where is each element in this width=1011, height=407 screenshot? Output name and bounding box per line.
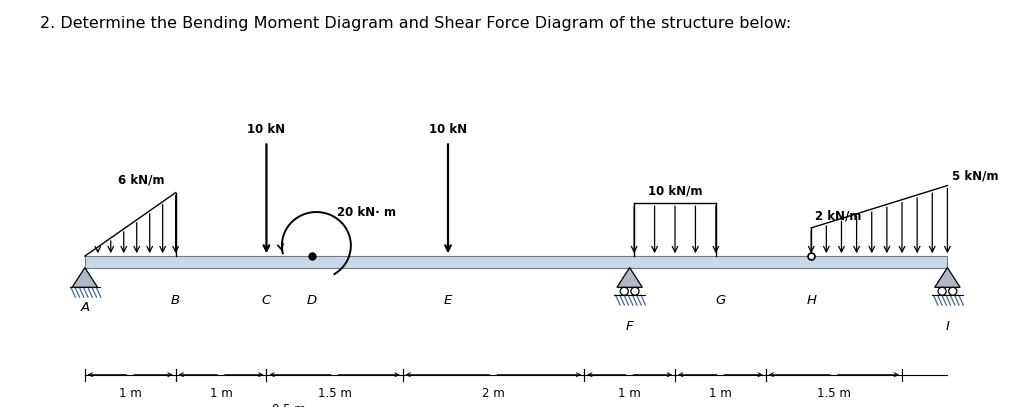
Text: 20 kN· m: 20 kN· m [337, 206, 396, 219]
Text: 10 kN/m: 10 kN/m [647, 185, 702, 198]
Circle shape [937, 287, 945, 295]
Text: F: F [625, 320, 633, 333]
Text: 1.5 m: 1.5 m [317, 387, 351, 400]
Text: 10 kN: 10 kN [429, 123, 467, 136]
Text: I: I [944, 320, 948, 333]
Text: 1 m: 1 m [709, 387, 731, 400]
Text: 5 kN/m: 5 kN/m [951, 169, 998, 182]
Text: E: E [444, 294, 452, 307]
Polygon shape [934, 267, 959, 287]
Text: 1 m: 1 m [118, 387, 142, 400]
Text: G: G [715, 294, 725, 307]
Text: 1.5 m: 1.5 m [816, 387, 850, 400]
Text: D: D [306, 294, 316, 307]
Polygon shape [72, 267, 97, 287]
Text: B: B [171, 294, 180, 307]
Text: 2 kN/m: 2 kN/m [814, 210, 860, 223]
Text: C: C [262, 294, 271, 307]
Circle shape [947, 287, 955, 295]
Text: 2. Determine the Bending Moment Diagram and Shear Force Diagram of the structure: 2. Determine the Bending Moment Diagram … [40, 16, 791, 31]
Text: A: A [80, 301, 89, 314]
Text: 1 m: 1 m [209, 387, 233, 400]
Text: 1 m: 1 m [618, 387, 640, 400]
Bar [85, 256, 946, 267]
Text: 10 kN: 10 kN [247, 123, 285, 136]
Text: 6 kN/m: 6 kN/m [117, 173, 164, 186]
Circle shape [630, 287, 638, 295]
Circle shape [620, 287, 628, 295]
Text: H: H [806, 294, 816, 307]
Polygon shape [617, 267, 642, 287]
Text: 0.5 m: 0.5 m [272, 403, 305, 407]
Text: 2 m: 2 m [481, 387, 504, 400]
